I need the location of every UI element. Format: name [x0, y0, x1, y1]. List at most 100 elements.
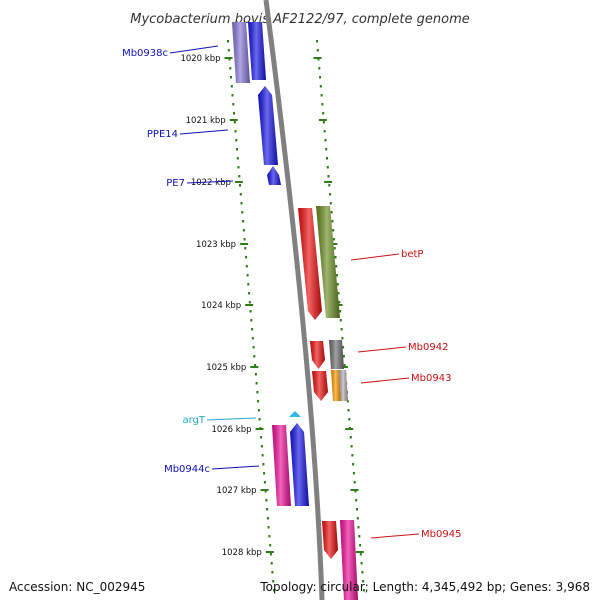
ruler-dot — [229, 67, 232, 70]
map-title: Mycobacterium bovis AF2122/97, complete … — [130, 12, 469, 27]
ruler-dot — [248, 292, 251, 295]
gene-shading — [310, 341, 325, 369]
ruler-dot — [362, 589, 365, 592]
gene-label-argt[interactable]: argT — [182, 415, 205, 426]
gene-label-ppe14[interactable]: PPE14 — [147, 129, 178, 140]
ruler-dot — [339, 310, 342, 313]
ruler-dot — [262, 463, 265, 466]
tick-mark — [329, 243, 338, 245]
tick-label: 1028 kbp — [222, 548, 262, 558]
ruler-dot — [329, 193, 332, 196]
label-leader-line — [350, 253, 400, 261]
ruler-dot — [233, 121, 236, 124]
ruler-dot — [342, 346, 345, 349]
ruler-dot — [319, 76, 322, 79]
ruler-dot — [336, 274, 338, 277]
ruler-dot — [359, 544, 362, 547]
gene-label-betp[interactable]: betP — [401, 249, 423, 260]
ruler-dot — [332, 229, 335, 232]
label-leader-line — [360, 377, 410, 384]
ruler-dot — [331, 220, 334, 223]
ruler-dot — [245, 265, 248, 268]
tick-mark — [313, 57, 322, 59]
gene-shading — [232, 22, 250, 83]
ruler-dot — [233, 112, 235, 115]
ruler-dot — [248, 301, 251, 304]
ruler-dot — [236, 148, 238, 151]
ruler-dot — [329, 202, 332, 205]
tick-mark — [265, 551, 274, 553]
gene-label-mb0943[interactable]: Mb0943 — [411, 373, 451, 384]
gene-label-pe7[interactable]: PE7 — [166, 178, 185, 189]
gene-label-mb0944c[interactable]: Mb0944c — [164, 464, 210, 475]
ruler-dot — [319, 85, 322, 88]
tick-label: 1024 kbp — [201, 301, 241, 311]
ruler-dot — [322, 121, 325, 124]
accession-text: Accession: NC_002945 — [9, 580, 146, 594]
ruler-dot — [352, 472, 355, 475]
ruler-ticks: 1020 kbp 1021 kbp 1022 kbp 1023 kbp 1024 kbp… — [180, 54, 364, 558]
ruler-dot — [272, 580, 275, 583]
tick-mark — [345, 428, 354, 430]
gene-argt — [289, 411, 301, 417]
ruler-dot — [269, 544, 272, 547]
tick-mark — [245, 304, 254, 306]
label-leader-line — [357, 346, 407, 353]
ruler-dot — [360, 562, 363, 565]
label-leader-line — [179, 129, 229, 135]
tick-mark — [224, 57, 233, 59]
gene-shading — [267, 166, 281, 185]
tick-label: 1020 kbp — [180, 54, 220, 64]
ruler-dot — [349, 436, 352, 439]
tick-mark — [324, 181, 333, 183]
ruler-dot — [231, 94, 234, 97]
ruler-dot — [362, 580, 365, 583]
ruler-dot — [328, 184, 331, 187]
tick-mark — [250, 366, 259, 368]
ruler-dot — [249, 310, 252, 313]
ruler-dot — [325, 148, 328, 151]
ruler-dot — [257, 400, 260, 403]
gene-shading — [248, 22, 266, 80]
ruler-dot — [272, 589, 275, 592]
ruler-dot — [351, 454, 354, 457]
gene-shading — [316, 206, 340, 318]
ruler-dot — [245, 256, 248, 259]
ruler-dot — [246, 274, 249, 277]
ruler-dot — [230, 85, 233, 88]
ruler-dot — [267, 526, 270, 529]
ruler-dot — [341, 337, 344, 340]
ruler-dot — [326, 166, 329, 169]
ruler-dot — [358, 535, 361, 538]
ruler-dot — [318, 67, 321, 70]
ruler-dot — [323, 130, 326, 133]
label-leader-line — [211, 465, 260, 470]
tick-mark — [240, 243, 249, 245]
genome-backbone — [263, 0, 325, 600]
ruler-dot — [243, 238, 246, 241]
ruler-dot — [269, 553, 272, 556]
tick-mark — [255, 428, 264, 430]
ruler-dot — [324, 139, 327, 142]
gene-track — [232, 22, 358, 600]
genome-stats-text: Topology: circular; Length: 4,345,492 bp… — [260, 580, 590, 594]
gene-label-mb0945[interactable]: Mb0945 — [421, 529, 461, 540]
ruler-dot — [316, 40, 318, 43]
ruler-dot — [316, 49, 319, 52]
gene-label-mb0942[interactable]: Mb0942 — [408, 342, 448, 353]
ruler-dot — [330, 211, 333, 214]
ruler-dot — [346, 400, 349, 403]
ruler-dots-left — [227, 40, 275, 592]
ruler-dot — [235, 139, 238, 142]
ruler-dot — [232, 103, 235, 106]
gene-label-mb0938c[interactable]: Mb0938c — [122, 48, 168, 59]
tick-mark — [350, 489, 359, 491]
ruler-dot — [361, 571, 364, 574]
ruler-dot — [357, 526, 360, 529]
ruler-dot — [228, 58, 231, 61]
ruler-dot — [354, 490, 357, 493]
tick-label: 1022 kbp — [191, 178, 231, 188]
ruler-dot — [241, 211, 244, 214]
ruler-dot — [350, 445, 353, 448]
